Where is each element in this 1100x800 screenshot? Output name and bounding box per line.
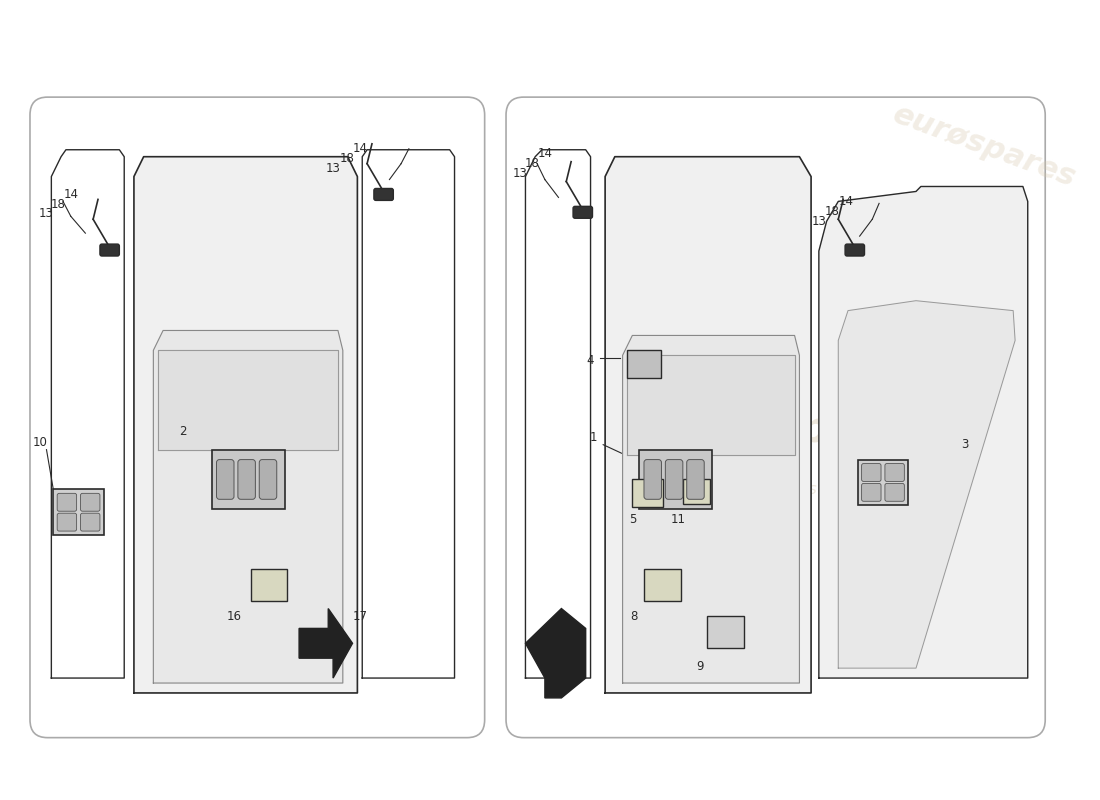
FancyBboxPatch shape: [861, 483, 881, 502]
FancyBboxPatch shape: [861, 463, 881, 482]
Text: 13: 13: [326, 162, 341, 175]
Text: 14: 14: [538, 147, 552, 160]
Text: 14: 14: [838, 195, 854, 208]
Text: eurospares: eurospares: [668, 409, 931, 450]
Polygon shape: [158, 350, 338, 450]
FancyBboxPatch shape: [858, 459, 909, 506]
Text: 1: 1: [590, 431, 597, 444]
Text: 4: 4: [586, 354, 594, 366]
FancyBboxPatch shape: [506, 97, 1045, 738]
FancyBboxPatch shape: [57, 514, 77, 531]
FancyBboxPatch shape: [211, 450, 285, 510]
Text: 16: 16: [227, 610, 242, 623]
Text: 18: 18: [51, 198, 66, 211]
Polygon shape: [838, 301, 1015, 668]
Text: 13: 13: [812, 214, 826, 228]
Text: 13: 13: [40, 207, 54, 220]
FancyBboxPatch shape: [100, 244, 120, 256]
FancyBboxPatch shape: [53, 490, 103, 535]
FancyBboxPatch shape: [845, 244, 865, 256]
FancyBboxPatch shape: [238, 459, 255, 499]
FancyBboxPatch shape: [30, 97, 485, 738]
Text: a passion for auto parts since 1985: a passion for auto parts since 1985: [635, 482, 905, 497]
FancyBboxPatch shape: [884, 463, 904, 482]
Text: 8: 8: [630, 610, 638, 623]
FancyBboxPatch shape: [80, 514, 100, 531]
Text: 3: 3: [961, 438, 968, 451]
FancyBboxPatch shape: [639, 450, 712, 510]
FancyBboxPatch shape: [374, 189, 394, 200]
FancyBboxPatch shape: [573, 206, 593, 218]
Text: 9: 9: [696, 660, 704, 673]
Polygon shape: [526, 609, 585, 698]
Text: 17: 17: [352, 610, 367, 623]
Polygon shape: [153, 330, 343, 683]
FancyBboxPatch shape: [80, 494, 100, 511]
Text: eurøspares: eurøspares: [889, 100, 1079, 194]
Text: 14: 14: [353, 142, 367, 155]
Text: 18: 18: [525, 157, 540, 170]
FancyBboxPatch shape: [644, 459, 661, 499]
Text: 11: 11: [671, 513, 685, 526]
FancyBboxPatch shape: [260, 459, 277, 499]
FancyBboxPatch shape: [683, 479, 710, 504]
Polygon shape: [623, 335, 800, 683]
Text: 5: 5: [628, 513, 636, 526]
Text: 18: 18: [825, 205, 840, 218]
Polygon shape: [605, 157, 811, 693]
Polygon shape: [134, 157, 358, 693]
FancyBboxPatch shape: [632, 479, 663, 507]
FancyBboxPatch shape: [707, 617, 744, 648]
FancyBboxPatch shape: [644, 569, 681, 601]
Text: 10: 10: [32, 436, 47, 450]
Text: 14: 14: [64, 188, 78, 201]
Text: 18: 18: [339, 152, 354, 165]
FancyBboxPatch shape: [251, 569, 287, 601]
Polygon shape: [299, 609, 352, 678]
Polygon shape: [627, 355, 794, 454]
FancyBboxPatch shape: [686, 459, 704, 499]
FancyBboxPatch shape: [57, 494, 77, 511]
Polygon shape: [818, 186, 1027, 678]
FancyBboxPatch shape: [666, 459, 683, 499]
FancyBboxPatch shape: [217, 459, 234, 499]
FancyBboxPatch shape: [884, 483, 904, 502]
Text: 13: 13: [513, 167, 527, 180]
Text: 2: 2: [179, 426, 186, 438]
FancyBboxPatch shape: [627, 350, 661, 378]
